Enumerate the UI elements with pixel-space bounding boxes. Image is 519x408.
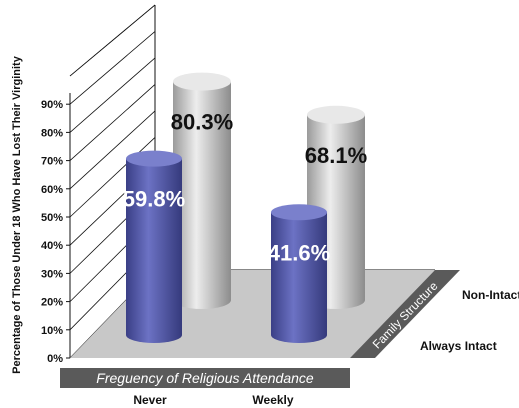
wall-grid-line: [69, 57, 156, 133]
bar-value-label: 41.6%: [268, 240, 330, 265]
floor-band: [60, 368, 350, 388]
bar-body: [271, 212, 327, 343]
depth-band: [350, 270, 460, 358]
bar-non-intact-never: 80.3%: [171, 72, 233, 309]
y-tick-label: 50%: [41, 212, 63, 224]
wall-grid-line: [69, 84, 156, 161]
y-tick-label: 0%: [47, 353, 63, 365]
y-tick-label: 80%: [41, 127, 63, 139]
y-tick-label: 60%: [41, 184, 63, 196]
category-label-never: Never: [133, 393, 167, 407]
y-tick-label: 30%: [41, 268, 63, 280]
series-label-always-intact: Always Intact: [420, 339, 497, 353]
y-tick-label: 40%: [41, 240, 63, 252]
bar-top: [307, 105, 365, 124]
bar-top: [173, 72, 231, 91]
bar-value-label: 68.1%: [305, 143, 367, 168]
y-tick-label: 90%: [41, 99, 63, 111]
back-wall-grid: [69, 4, 156, 359]
bar-always-intact-weekly: 41.6%: [268, 204, 330, 343]
bars: 80.3% 68.1% 59.8% 41.6%: [123, 72, 367, 343]
y-tick-label: 70%: [41, 156, 63, 168]
bar-body: [173, 81, 231, 309]
bar-top: [271, 204, 327, 221]
y-axis-title: Percentage of Those Under 18 Who Have Lo…: [11, 55, 23, 374]
category-label-weekly: Weekly: [252, 393, 293, 407]
bar-always-intact-never: 59.8%: [123, 150, 185, 343]
y-tick-label: 10%: [41, 325, 63, 337]
y-ticks: 0% 10% 20% 30% 40% 50% 60% 70% 80% 90%: [41, 99, 70, 365]
series-label-non-intact: Non-Intact: [462, 288, 519, 302]
bar-top: [126, 150, 182, 167]
wall-grid-line: [69, 137, 156, 218]
bar-value-label: 59.8%: [123, 187, 185, 212]
x-axis-title: Freguency of Religious Attendance: [96, 370, 314, 386]
bar-value-label: 80.3%: [171, 110, 233, 135]
wall-top-line: [69, 4, 156, 77]
wall-grid-line: [69, 110, 156, 190]
wall-grid-line: [69, 31, 156, 105]
bar-body: [126, 158, 182, 343]
y-tick-label: 20%: [41, 297, 63, 309]
